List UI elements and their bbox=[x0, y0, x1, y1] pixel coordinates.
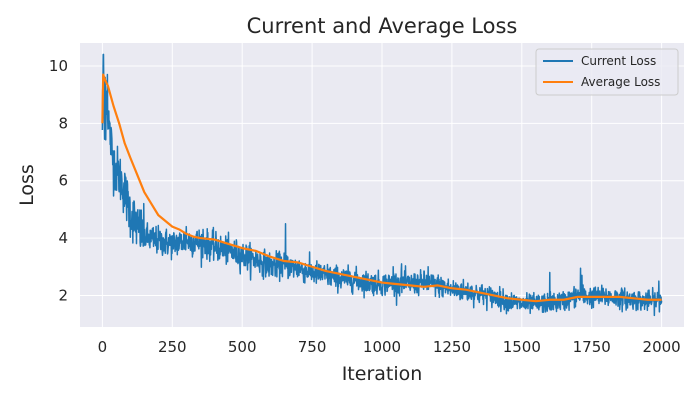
legend: Current Loss Average Loss bbox=[535, 48, 679, 96]
legend-label-average-loss: Average Loss bbox=[581, 75, 660, 89]
x-tick-labels: 0 250 500 750 1000 1250 1500 1750 2000 bbox=[98, 338, 681, 356]
y-tick-label: 8 bbox=[58, 114, 68, 132]
x-tick-label: 1500 bbox=[503, 338, 541, 356]
y-tick-labels: 2 4 6 8 10 bbox=[49, 57, 68, 304]
y-tick-label: 6 bbox=[58, 172, 68, 190]
y-tick-label: 2 bbox=[58, 286, 68, 304]
y-tick-label: 10 bbox=[49, 57, 68, 75]
x-tick-label: 250 bbox=[158, 338, 187, 356]
series-current-loss bbox=[101, 53, 663, 317]
legend-label-current-loss: Current Loss bbox=[581, 54, 656, 68]
x-tick-label: 1000 bbox=[363, 338, 401, 356]
chart-title: Current and Average Loss bbox=[247, 14, 518, 38]
x-tick-label: 1250 bbox=[433, 338, 471, 356]
x-tick-label: 0 bbox=[98, 338, 108, 356]
y-tick-label: 4 bbox=[58, 229, 68, 247]
series-average-loss bbox=[101, 73, 662, 303]
x-tick-label: 500 bbox=[228, 338, 257, 356]
y-axis-title: Loss bbox=[16, 164, 38, 206]
x-tick-label: 1750 bbox=[573, 338, 611, 356]
x-tick-label: 2000 bbox=[643, 338, 681, 356]
x-axis-title: Iteration bbox=[342, 363, 423, 385]
x-tick-label: 750 bbox=[298, 338, 327, 356]
series-layer bbox=[101, 53, 663, 317]
